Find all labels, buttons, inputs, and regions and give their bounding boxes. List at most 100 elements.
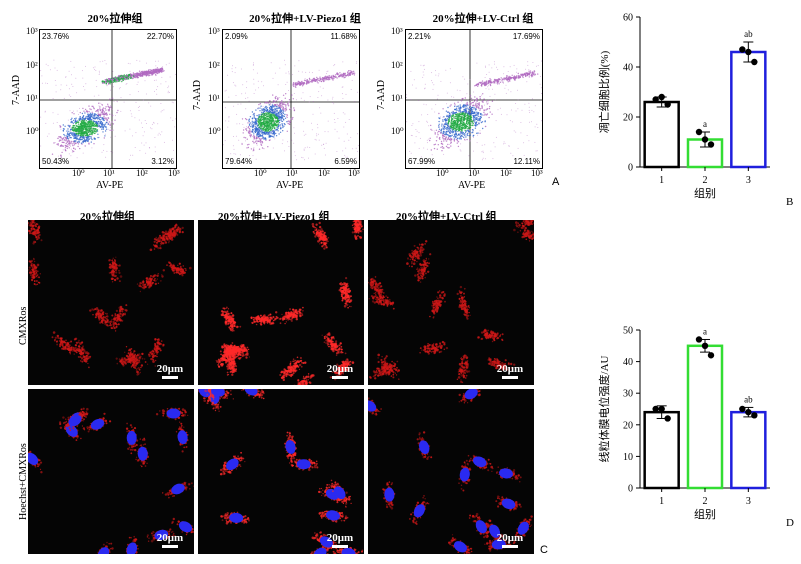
flow-plot-3-ytick-1: 10¹: [391, 93, 403, 103]
flow-plot-2-ylabel: 7-AAD: [192, 80, 203, 110]
data-point: [658, 405, 665, 413]
flow-plot-3-ytick-0: 10⁰: [391, 126, 404, 136]
data-point: [658, 93, 665, 101]
data-point: [701, 342, 709, 349]
bar: [730, 50, 767, 169]
significance-label: ab: [744, 29, 753, 39]
x-axis-label: 组别: [694, 186, 716, 200]
flow-plot-2-xtick-2: 10²: [318, 168, 330, 178]
data-point: [739, 46, 746, 53]
flow-plot-2-lr: 6.59%: [334, 157, 357, 166]
flow-plot-1-ur: 22.70%: [146, 32, 174, 41]
flow-plot-2-xtick-0: 10⁰: [254, 168, 267, 178]
data-point: [652, 96, 659, 103]
flow-plot-1-ylabel: 7-AAD: [11, 75, 22, 105]
x-axis-label: 组别: [694, 507, 716, 521]
flow-plot-3-lr: 12.11%: [513, 157, 540, 166]
flow-plot-1-xlabel: AV-PE: [96, 180, 124, 191]
y-tick-label: 20: [623, 113, 633, 124]
apoptosis-bar-chart: 0 20 40 60 1 2 a 3 ab 组别 凋亡细胞比例(%) B: [597, 13, 793, 206]
flow-plot-1-ytick-3: 10³: [26, 26, 38, 36]
scale-bar-label: 20μm: [156, 363, 184, 375]
flow-plot-2-ul: 2.09%: [225, 32, 248, 41]
micro-image-r1c2: 20μm: [198, 220, 364, 385]
x-tick-label: 2: [703, 175, 708, 186]
data-point: [751, 412, 758, 419]
scale-bar-label: 20μm: [326, 363, 354, 375]
micro-image-r1c1: 20μm: [28, 220, 194, 385]
y-tick-label: 0: [628, 163, 633, 174]
flow-plot-1-ytick-0: 10⁰: [26, 126, 39, 136]
y-tick-label: 10: [623, 452, 633, 463]
bar: [686, 344, 724, 490]
flow-plot-3-xtick-0: 10⁰: [436, 168, 449, 178]
flow-plot-1-xtick-1: 10¹: [103, 168, 115, 178]
panel-letter-c: C: [540, 544, 548, 556]
flow-plot-1-ul: 23.76%: [42, 32, 70, 41]
y-tick-label: 50: [623, 326, 633, 337]
flow-plot-3-ur: 17.69%: [512, 32, 540, 41]
flow-plot-3-ylabel: 7-AAD: [376, 80, 387, 110]
flow-plot-3-scatter: [406, 30, 542, 168]
membrane-potential-bar-chart: 0 10 20 30 40 50 1 2 a 3 ab 组别 线粒体膜电位强度/AU D: [597, 326, 794, 530]
scale-bar: 20μm: [490, 532, 530, 548]
flow-plot-2-ytick-0: 10⁰: [208, 126, 221, 136]
scale-bar: 20μm: [150, 363, 190, 379]
flow-plot-1-xtick-2: 10²: [136, 168, 148, 178]
bar: [730, 410, 767, 490]
flow-plot-1: 23.76% 22.70% 50.43% 3.12%: [39, 29, 177, 169]
significance-label: a: [703, 326, 707, 336]
flow-plot-1-xtick-3: 10³: [168, 168, 180, 178]
flow-plot-1-ll: 50.43%: [42, 157, 70, 166]
flow-plot-2-ur: 11.68%: [330, 32, 357, 41]
flow-plot-3: 2.21% 17.69% 67.99% 12.11%: [405, 29, 543, 169]
x-tick-label: 2: [703, 496, 708, 507]
data-point: [751, 58, 758, 66]
y-tick-label: 40: [623, 357, 633, 368]
flow-plot-1-xtick-0: 10⁰: [72, 168, 85, 178]
flow-plot-1-title: 20%拉伸组: [87, 13, 143, 25]
flow-plot-1-lr: 3.12%: [151, 157, 174, 166]
y-tick-label: 60: [623, 13, 633, 24]
flow-plot-2-title: 20%拉伸+LV-Piezo1 组: [249, 13, 361, 25]
micro-image-r2c2: 20μm: [198, 389, 364, 554]
flow-plot-3-xtick-3: 10³: [531, 168, 543, 178]
flow-plot-1-ytick-1: 10¹: [26, 93, 38, 103]
flow-plot-2: 2.09% 11.68% 79.64% 6.59%: [222, 29, 360, 169]
data-point: [745, 48, 752, 56]
y-tick-label: 20: [623, 420, 633, 431]
micro-image-r2c3: 20μm: [368, 389, 534, 554]
x-tick-label: 1: [659, 175, 664, 186]
panel-letter: B: [786, 196, 793, 205]
scale-bar-label: 20μm: [496, 532, 524, 544]
scale-bar-label: 20μm: [326, 532, 354, 544]
flow-plot-2-ytick-2: 10²: [208, 60, 220, 70]
flow-plot-2-ytick-3: 10³: [208, 26, 220, 36]
flow-plot-3-ytick-2: 10²: [391, 60, 403, 70]
scale-bar: 20μm: [150, 532, 190, 548]
flow-plot-2-ytick-1: 10¹: [208, 93, 220, 103]
x-tick-label: 3: [746, 175, 751, 186]
y-tick-label: 40: [623, 63, 633, 74]
y-tick-label: 0: [628, 484, 633, 495]
scale-bar: 20μm: [320, 532, 360, 548]
panel-letter: D: [786, 517, 794, 529]
significance-label: ab: [744, 394, 753, 404]
flow-plot-2-scatter: [223, 30, 359, 168]
y-axis-label: 凋亡细胞比例(%): [597, 50, 611, 133]
data-point: [652, 405, 659, 413]
scale-bar: 20μm: [490, 363, 530, 379]
bar: [643, 100, 680, 169]
y-tick-label: 30: [623, 389, 633, 400]
data-point: [745, 408, 752, 416]
data-point: [664, 101, 671, 108]
data-point: [664, 415, 671, 422]
data-point: [739, 405, 746, 413]
data-point: [701, 136, 709, 143]
scale-bar: 20μm: [320, 363, 360, 379]
flow-plot-1-ytick-2: 10²: [26, 60, 38, 70]
flow-plot-3-ul: 2.21%: [408, 32, 431, 41]
flow-plot-2-xlabel: AV-PE: [276, 180, 304, 191]
flow-plot-3-ytick-3: 10³: [391, 26, 403, 36]
x-tick-label: 3: [746, 496, 751, 507]
